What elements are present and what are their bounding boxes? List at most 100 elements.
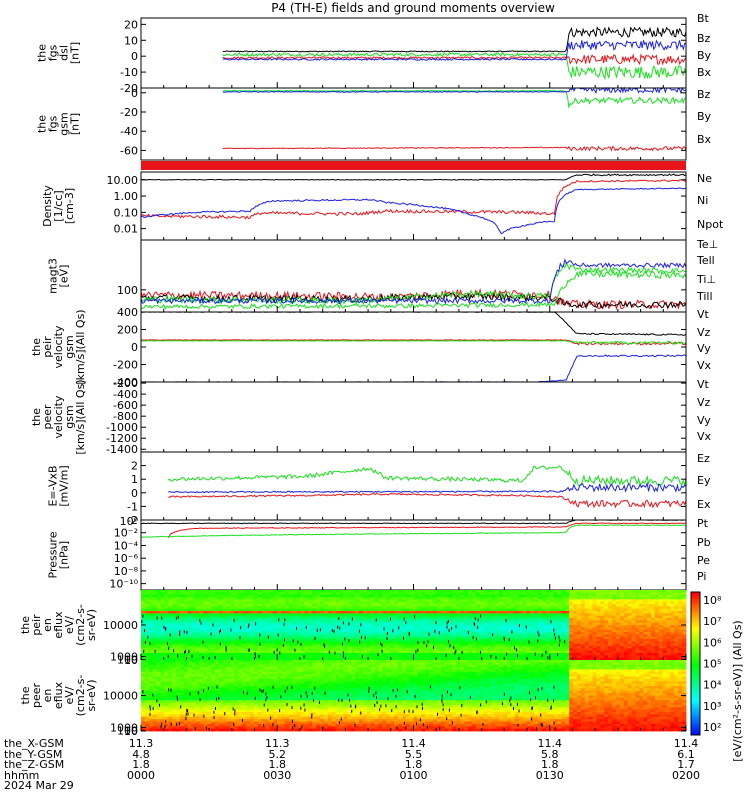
heatmap-cell [421,632,426,635]
heatmap-cell [471,641,477,645]
heatmap-cell [475,646,481,649]
heatmap-cell [374,650,379,654]
heatmap-cell [141,625,146,628]
heatmap-cell [273,650,278,654]
heatmap-cell [417,622,422,626]
heatmap-cell [152,592,157,596]
heatmap-cell [592,618,597,621]
heatmap-cell [308,597,313,600]
heatmap-cell [343,615,348,619]
heatmap-cell [238,611,243,614]
heatmap-cell [320,594,325,598]
heatmap-cell [561,622,566,626]
heatmap-cell [670,597,675,600]
heatmap-cell [312,653,317,656]
heatmap-cell [211,604,216,607]
ylabel-line: [eV] [58,265,71,288]
heatmap-cell [320,592,325,596]
heatmap-cell [355,636,360,640]
heatmap-cell [495,629,500,633]
heatmap-cell [246,653,251,656]
heatmap-cell [265,622,270,626]
heatmap-cell [195,606,200,610]
heatmap-cell [304,629,309,633]
heatmap-cell [343,601,348,605]
heatmap-cell [577,615,582,619]
ytick-label: -10 [120,66,138,79]
heatmap-cell [335,634,340,638]
heatmap-cell [222,655,228,659]
heatmap-cell [226,629,231,633]
heatmap-cell [670,646,675,649]
heatmap-cell [183,636,189,640]
heatmap-cell [323,655,329,659]
heatmap-cell [615,655,621,659]
heatmap-cell [172,657,177,661]
heatmap-cell [164,615,169,619]
heatmap-cell [413,611,418,614]
heatmap-cell [631,599,636,603]
heatmap-cell [440,625,446,628]
heatmap-cell [506,590,512,593]
heatmap-cell [604,634,609,638]
heatmap-cell [674,622,679,626]
heatmap-cell [666,608,671,612]
heatmap-cell [569,599,574,603]
heatmap-speckle [514,646,515,650]
heatmap-cell [503,608,508,612]
heatmap-cell [604,653,609,656]
heatmap-cell [152,660,157,663]
heatmap-cell [674,611,679,614]
heatmap-cell [658,613,664,617]
heatmap-cell [612,615,617,619]
heatmap-cell [343,643,348,647]
heatmap-cell [183,653,189,656]
heatmap-cell [183,592,189,596]
heatmap-cell [608,655,613,659]
heatmap-cell [148,693,154,696]
heatmap-cell [257,604,263,607]
heatmap-cell [246,594,251,598]
heatmap-cell [273,634,278,638]
heatmap-cell [148,592,154,596]
heatmap-cell [281,639,286,642]
heatmap-cell [141,653,146,656]
heatmap-cell [141,590,146,593]
heatmap-cell [666,636,671,640]
heatmap-cell [144,646,150,649]
heatmap-cell [366,613,372,617]
heatmap-cell [253,636,259,640]
heatmap-cell [639,653,644,656]
heatmap-cell [370,636,375,640]
heatmap-cell [320,606,325,610]
heatmap-cell [569,611,574,614]
heatmap-cell [351,632,356,635]
heatmap-cell [619,639,625,642]
heatmap-cell [273,639,278,642]
heatmap-cell [674,615,679,619]
heatmap-cell [141,667,146,670]
heatmap-cell [273,648,278,652]
ylabel-line: the [19,616,32,634]
heatmap-cell [211,606,216,610]
heatmap-cell [440,653,446,656]
heatmap-cell [323,648,329,652]
heatmap-cell [619,597,625,600]
heatmap-cell [436,643,442,647]
heatmap-cell [250,618,255,621]
heatmap-cell [160,590,165,593]
heatmap-cell [152,606,157,610]
heatmap-cell [534,604,539,607]
heatmap-cell [207,648,212,652]
heatmap-cell [316,622,321,626]
heatmap-cell [464,601,469,605]
heatmap-cell [199,655,204,659]
heatmap-cell [514,627,519,631]
legend-Ex: Ex [697,498,711,511]
heatmap-cell [144,611,150,614]
heatmap-speckle [390,617,391,621]
heatmap-cell [491,634,496,638]
heatmap-cell [156,712,161,715]
heatmap-cell [506,643,512,647]
heatmap-cell [207,608,212,612]
